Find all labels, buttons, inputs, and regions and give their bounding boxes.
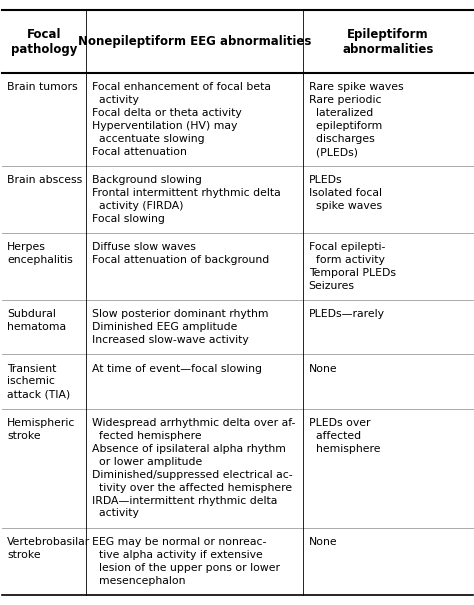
Text: Nonepileptiform EEG abnormalities: Nonepileptiform EEG abnormalities — [78, 35, 311, 48]
Text: PLEDs over: PLEDs over — [309, 417, 370, 428]
Text: Vertebrobasilar: Vertebrobasilar — [7, 537, 91, 546]
Text: or lower amplitude: or lower amplitude — [92, 457, 202, 466]
Text: Rare periodic: Rare periodic — [309, 96, 381, 105]
Text: Hemispheric: Hemispheric — [7, 417, 75, 428]
Text: activity: activity — [92, 508, 139, 518]
Text: encephalitis: encephalitis — [7, 255, 73, 266]
Text: Isolated focal: Isolated focal — [309, 188, 382, 198]
Text: Frontal intermittent rhythmic delta: Frontal intermittent rhythmic delta — [92, 188, 281, 198]
Text: None: None — [309, 537, 337, 546]
Text: hemisphere: hemisphere — [309, 443, 380, 454]
Text: tivity over the affected hemisphere: tivity over the affected hemisphere — [92, 483, 292, 492]
Text: accentuate slowing: accentuate slowing — [92, 134, 205, 144]
Text: EEG may be normal or nonreac-: EEG may be normal or nonreac- — [92, 537, 266, 546]
Text: stroke: stroke — [7, 431, 41, 440]
Text: Increased slow-wave activity: Increased slow-wave activity — [92, 335, 249, 345]
Text: Absence of ipsilateral alpha rhythm: Absence of ipsilateral alpha rhythm — [92, 443, 286, 454]
Text: Background slowing: Background slowing — [92, 175, 202, 185]
Text: IRDA—intermittent rhythmic delta: IRDA—intermittent rhythmic delta — [92, 495, 277, 506]
Text: hematoma: hematoma — [7, 322, 66, 332]
Text: Diminished EEG amplitude: Diminished EEG amplitude — [92, 322, 237, 332]
Text: fected hemisphere: fected hemisphere — [92, 431, 201, 440]
Text: Focal attenuation of background: Focal attenuation of background — [92, 255, 269, 266]
Text: Focal epilepti-: Focal epilepti- — [309, 243, 385, 252]
Text: PLEDs: PLEDs — [309, 175, 342, 185]
Text: affected: affected — [309, 431, 361, 440]
Text: ischemic: ischemic — [7, 376, 55, 387]
Text: form activity: form activity — [309, 255, 384, 266]
Text: activity: activity — [92, 96, 139, 105]
Text: Brain abscess: Brain abscess — [7, 175, 82, 185]
Text: Subdural: Subdural — [7, 309, 56, 319]
Text: (PLEDs): (PLEDs) — [309, 147, 358, 157]
Text: Hyperventilation (HV) may: Hyperventilation (HV) may — [92, 121, 237, 131]
Text: Temporal PLEDs: Temporal PLEDs — [309, 269, 396, 278]
Text: None: None — [309, 364, 337, 373]
Text: lateralized: lateralized — [309, 108, 373, 119]
Text: Seizures: Seizures — [309, 281, 355, 292]
Text: Rare spike waves: Rare spike waves — [309, 82, 403, 93]
Text: Slow posterior dominant rhythm: Slow posterior dominant rhythm — [92, 309, 268, 319]
Text: Focal attenuation: Focal attenuation — [92, 147, 187, 157]
Text: Diminished/suppressed electrical ac-: Diminished/suppressed electrical ac- — [92, 469, 292, 480]
Text: Focal enhancement of focal beta: Focal enhancement of focal beta — [92, 82, 271, 93]
Text: activity (FIRDA): activity (FIRDA) — [92, 201, 183, 211]
Text: Focal slowing: Focal slowing — [92, 214, 165, 224]
Text: stroke: stroke — [7, 549, 41, 560]
Text: mesencephalon: mesencephalon — [92, 575, 185, 586]
Text: Transient: Transient — [7, 364, 56, 373]
Text: Focal delta or theta activity: Focal delta or theta activity — [92, 108, 242, 119]
Text: discharges: discharges — [309, 134, 374, 144]
Text: Diffuse slow waves: Diffuse slow waves — [92, 243, 196, 252]
Text: PLEDs—rarely: PLEDs—rarely — [309, 309, 385, 319]
Text: Herpes: Herpes — [7, 243, 46, 252]
Text: At time of event—focal slowing: At time of event—focal slowing — [92, 364, 262, 373]
Text: Widespread arrhythmic delta over af-: Widespread arrhythmic delta over af- — [92, 417, 295, 428]
Text: Epileptiform
abnormalities: Epileptiform abnormalities — [342, 28, 434, 56]
Text: epileptiform: epileptiform — [309, 121, 382, 131]
Text: spike waves: spike waves — [309, 201, 382, 211]
Text: tive alpha activity if extensive: tive alpha activity if extensive — [92, 549, 263, 560]
Text: Focal
pathology: Focal pathology — [11, 28, 77, 56]
Text: attack (TIA): attack (TIA) — [7, 390, 71, 399]
Text: lesion of the upper pons or lower: lesion of the upper pons or lower — [92, 563, 280, 572]
Text: Brain tumors: Brain tumors — [7, 82, 78, 93]
